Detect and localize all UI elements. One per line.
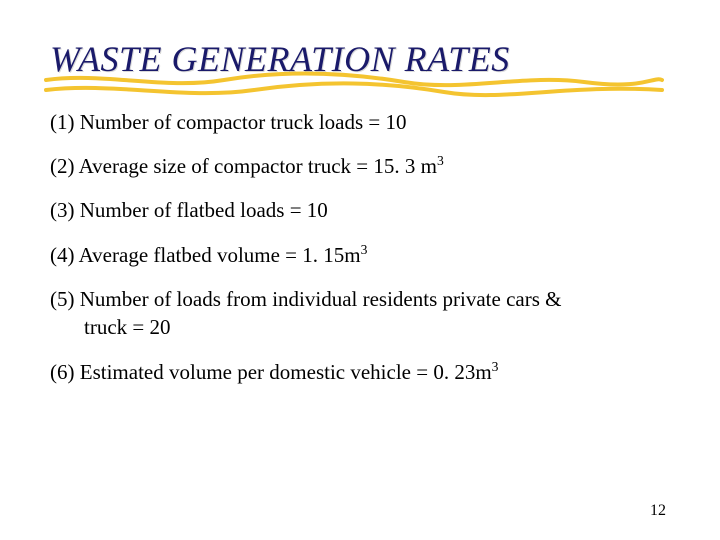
list-item: (2) Average size of compactor truck = 15… <box>50 152 670 180</box>
page-title: WASTE GENERATION RATES <box>50 40 670 80</box>
list-item: (4) Average flatbed volume = 1. 15m3 <box>50 241 670 269</box>
item-sup: 3 <box>361 242 368 257</box>
item-prefix: (3) <box>50 198 80 222</box>
list-item: (3) Number of flatbed loads = 10 <box>50 196 670 224</box>
item-prefix: (1) <box>50 110 80 134</box>
item-prefix: (6) <box>50 360 80 384</box>
item-text: Number of flatbed loads = 10 <box>80 198 328 222</box>
list-item: (1) Number of compactor truck loads = 10 <box>50 108 670 136</box>
item-continuation: truck = 20 <box>50 313 670 341</box>
item-sup: 3 <box>437 153 444 168</box>
item-text: Number of compactor truck loads = 10 <box>80 110 407 134</box>
list-item: (6) Estimated volume per domestic vehicl… <box>50 358 670 386</box>
item-text: Estimated volume per domestic vehicle = … <box>80 360 492 384</box>
item-prefix: (2) <box>50 154 79 178</box>
item-text: Number of loads from individual resident… <box>80 287 562 311</box>
title-block: WASTE GENERATION RATES <box>50 40 670 80</box>
page-number: 12 <box>650 502 666 520</box>
list-item: (5) Number of loads from individual resi… <box>50 285 670 342</box>
slide: WASTE GENERATION RATES (1) Number of com… <box>0 0 720 540</box>
item-text: Average flatbed volume = 1. 15m <box>79 243 361 267</box>
item-prefix: (4) <box>50 243 79 267</box>
item-sup: 3 <box>492 359 499 374</box>
item-text: Average size of compactor truck = 15. 3 … <box>79 154 437 178</box>
item-prefix: (5) <box>50 287 80 311</box>
item-list: (1) Number of compactor truck loads = 10… <box>50 108 670 386</box>
